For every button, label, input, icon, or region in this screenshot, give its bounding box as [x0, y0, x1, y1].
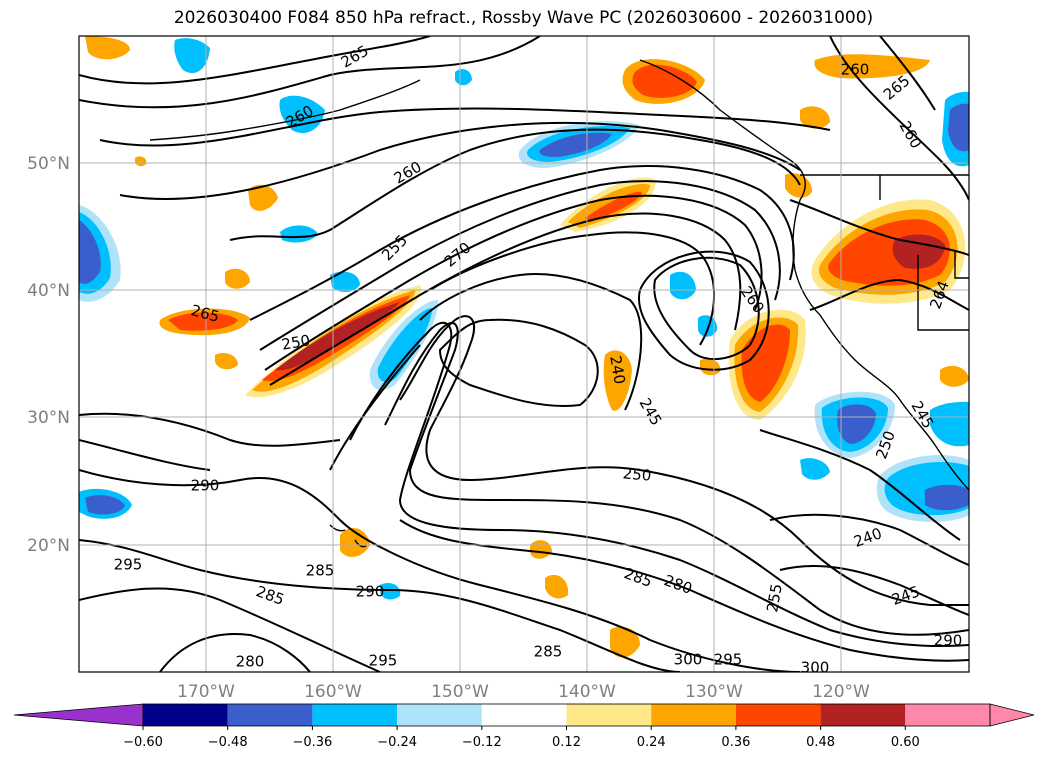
contour-label: 295: [714, 651, 743, 669]
graticule: [79, 36, 969, 672]
colorbar-tick-label: −0.36: [292, 735, 332, 750]
colorbar-segment: [312, 704, 398, 726]
colorbar-segment: [651, 704, 736, 726]
lat-label-50n: 50°N: [27, 154, 70, 174]
colorbar-segment: [905, 704, 990, 726]
colorbar-tick-label: −0.12: [462, 735, 502, 750]
colorbar-segment: [566, 704, 652, 726]
colorbar-tick-label: 0.12: [552, 735, 581, 750]
colorbar-extend-low: [13, 703, 144, 727]
contour-label: 285: [306, 562, 335, 580]
lon-label-130w: 130°W: [685, 682, 743, 702]
colorbar-extend-high: [989, 703, 1035, 727]
lon-label-140w: 140°W: [558, 682, 616, 702]
colorbar-tick-label: 0.36: [721, 735, 750, 750]
contour-label: 280: [236, 653, 265, 671]
contour-label: 290: [934, 632, 963, 650]
colorbar-tick-label: 0.48: [806, 735, 835, 750]
colorbar-segment: [481, 704, 567, 726]
contour-label: 300: [801, 659, 830, 677]
contour-label: 240: [606, 354, 629, 385]
contour-label: 300: [674, 651, 703, 669]
contour-label: 250: [622, 464, 652, 484]
plot-area: [79, 36, 969, 672]
colorbar-tick-label: 0.60: [891, 735, 920, 750]
lon-label-150w: 150°W: [431, 682, 489, 702]
lat-label-20n: 20°N: [27, 536, 70, 556]
contour-label: 290: [356, 583, 385, 601]
shaded-anomalies: [79, 36, 969, 672]
contour-label: 250: [280, 331, 311, 354]
colorbar-segment: [227, 704, 313, 726]
map-title: 2026030400 F084 850 hPa refract., Rossby…: [173, 8, 874, 28]
colorbar: −0.60 −0.48 −0.36 −0.24 −0.12 0.12 0.24 0.36 0.4…: [13, 703, 1035, 750]
contour-label: 295: [369, 652, 398, 670]
contour-label: 285: [534, 643, 563, 661]
colorbar-segment: [820, 704, 906, 726]
colorbar-segment: [143, 704, 228, 726]
colorbar-segment: [397, 704, 482, 726]
lat-label-40n: 40°N: [27, 281, 70, 301]
contour-label: 295: [114, 556, 143, 574]
lon-label-160w: 160°W: [304, 682, 362, 702]
colorbar-tick-label: −0.60: [123, 735, 163, 750]
contour-label: 290: [191, 477, 220, 495]
plot-frame: [78, 35, 970, 673]
colorbar-tick-label: −0.48: [208, 735, 248, 750]
colorbar-tick-label: −0.24: [377, 735, 417, 750]
contour-label: 260: [841, 61, 870, 79]
contour-label: 255: [763, 582, 786, 613]
colorbar-tick-label: 0.24: [637, 735, 666, 750]
colorbar-segment: [735, 704, 821, 726]
lon-label-170w: 170°W: [177, 682, 235, 702]
lon-label-120w: 120°W: [812, 682, 870, 702]
lat-label-30n: 30°N: [27, 408, 70, 428]
